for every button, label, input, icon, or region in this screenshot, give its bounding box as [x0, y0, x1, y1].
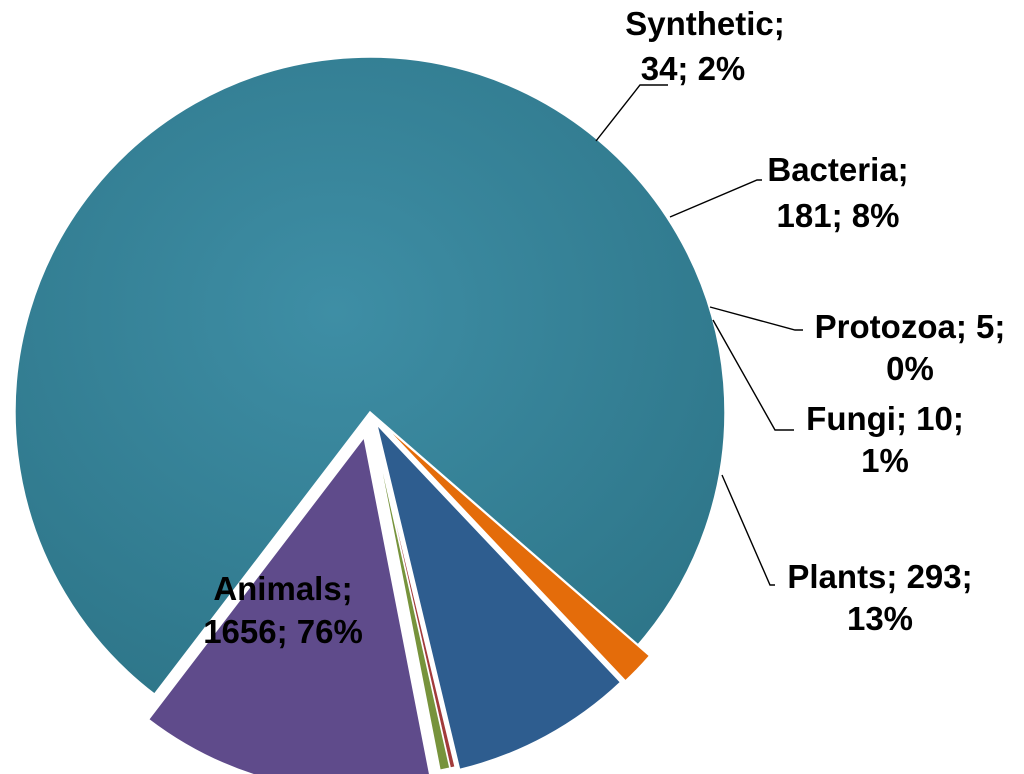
- data-labels: Animals; 1656; 76% Synthetic; 34; 2% Bacteri…: [203, 5, 1005, 650]
- leader-line-bacteria: [669, 179, 762, 218]
- data-label-fungi-line2: 1%: [861, 442, 909, 479]
- data-label-fungi: Fungi; 10; 1%: [806, 400, 964, 479]
- leader-line-synthetic: [595, 84, 668, 142]
- data-label-synthetic-line1: Synthetic;: [625, 5, 785, 42]
- data-label-synthetic: Synthetic; 34; 2%: [625, 5, 785, 87]
- data-label-fungi-line1: Fungi; 10;: [806, 400, 964, 437]
- data-label-animals: Animals; 1656; 76%: [203, 570, 363, 650]
- data-label-bacteria-line2: 181; 8%: [777, 197, 900, 234]
- leader-line-protozoa: [709, 306, 803, 331]
- leader-lines: [595, 84, 803, 586]
- data-label-animals-line2: 1656; 76%: [203, 613, 363, 650]
- pie-slice-fungi: [371, 421, 451, 772]
- pie-slice-bacteria: [375, 421, 622, 771]
- data-label-protozoa-line1: Protozoa; 5;: [815, 308, 1006, 345]
- pie-slices: [14, 56, 726, 774]
- data-label-protozoa-line2: 0%: [886, 350, 934, 387]
- data-label-plants: Plants; 293; 13%: [787, 558, 972, 637]
- leader-line-plants: [721, 474, 775, 586]
- data-label-plants-line2: 13%: [847, 600, 913, 637]
- data-label-bacteria: Bacteria; 181; 8%: [767, 151, 908, 234]
- pie-slice-plants: [147, 435, 431, 774]
- data-label-plants-line1: Plants; 293;: [787, 558, 972, 595]
- data-label-animals-line1: Animals;: [213, 570, 352, 607]
- data-label-bacteria-line1: Bacteria;: [767, 151, 908, 188]
- data-label-synthetic-line2: 34; 2%: [641, 50, 746, 87]
- data-label-protozoa: Protozoa; 5; 0%: [815, 308, 1006, 387]
- pie-slice-animals: [14, 56, 726, 696]
- pie-slice-synthetic: [381, 422, 651, 683]
- leader-line-fungi: [712, 319, 794, 431]
